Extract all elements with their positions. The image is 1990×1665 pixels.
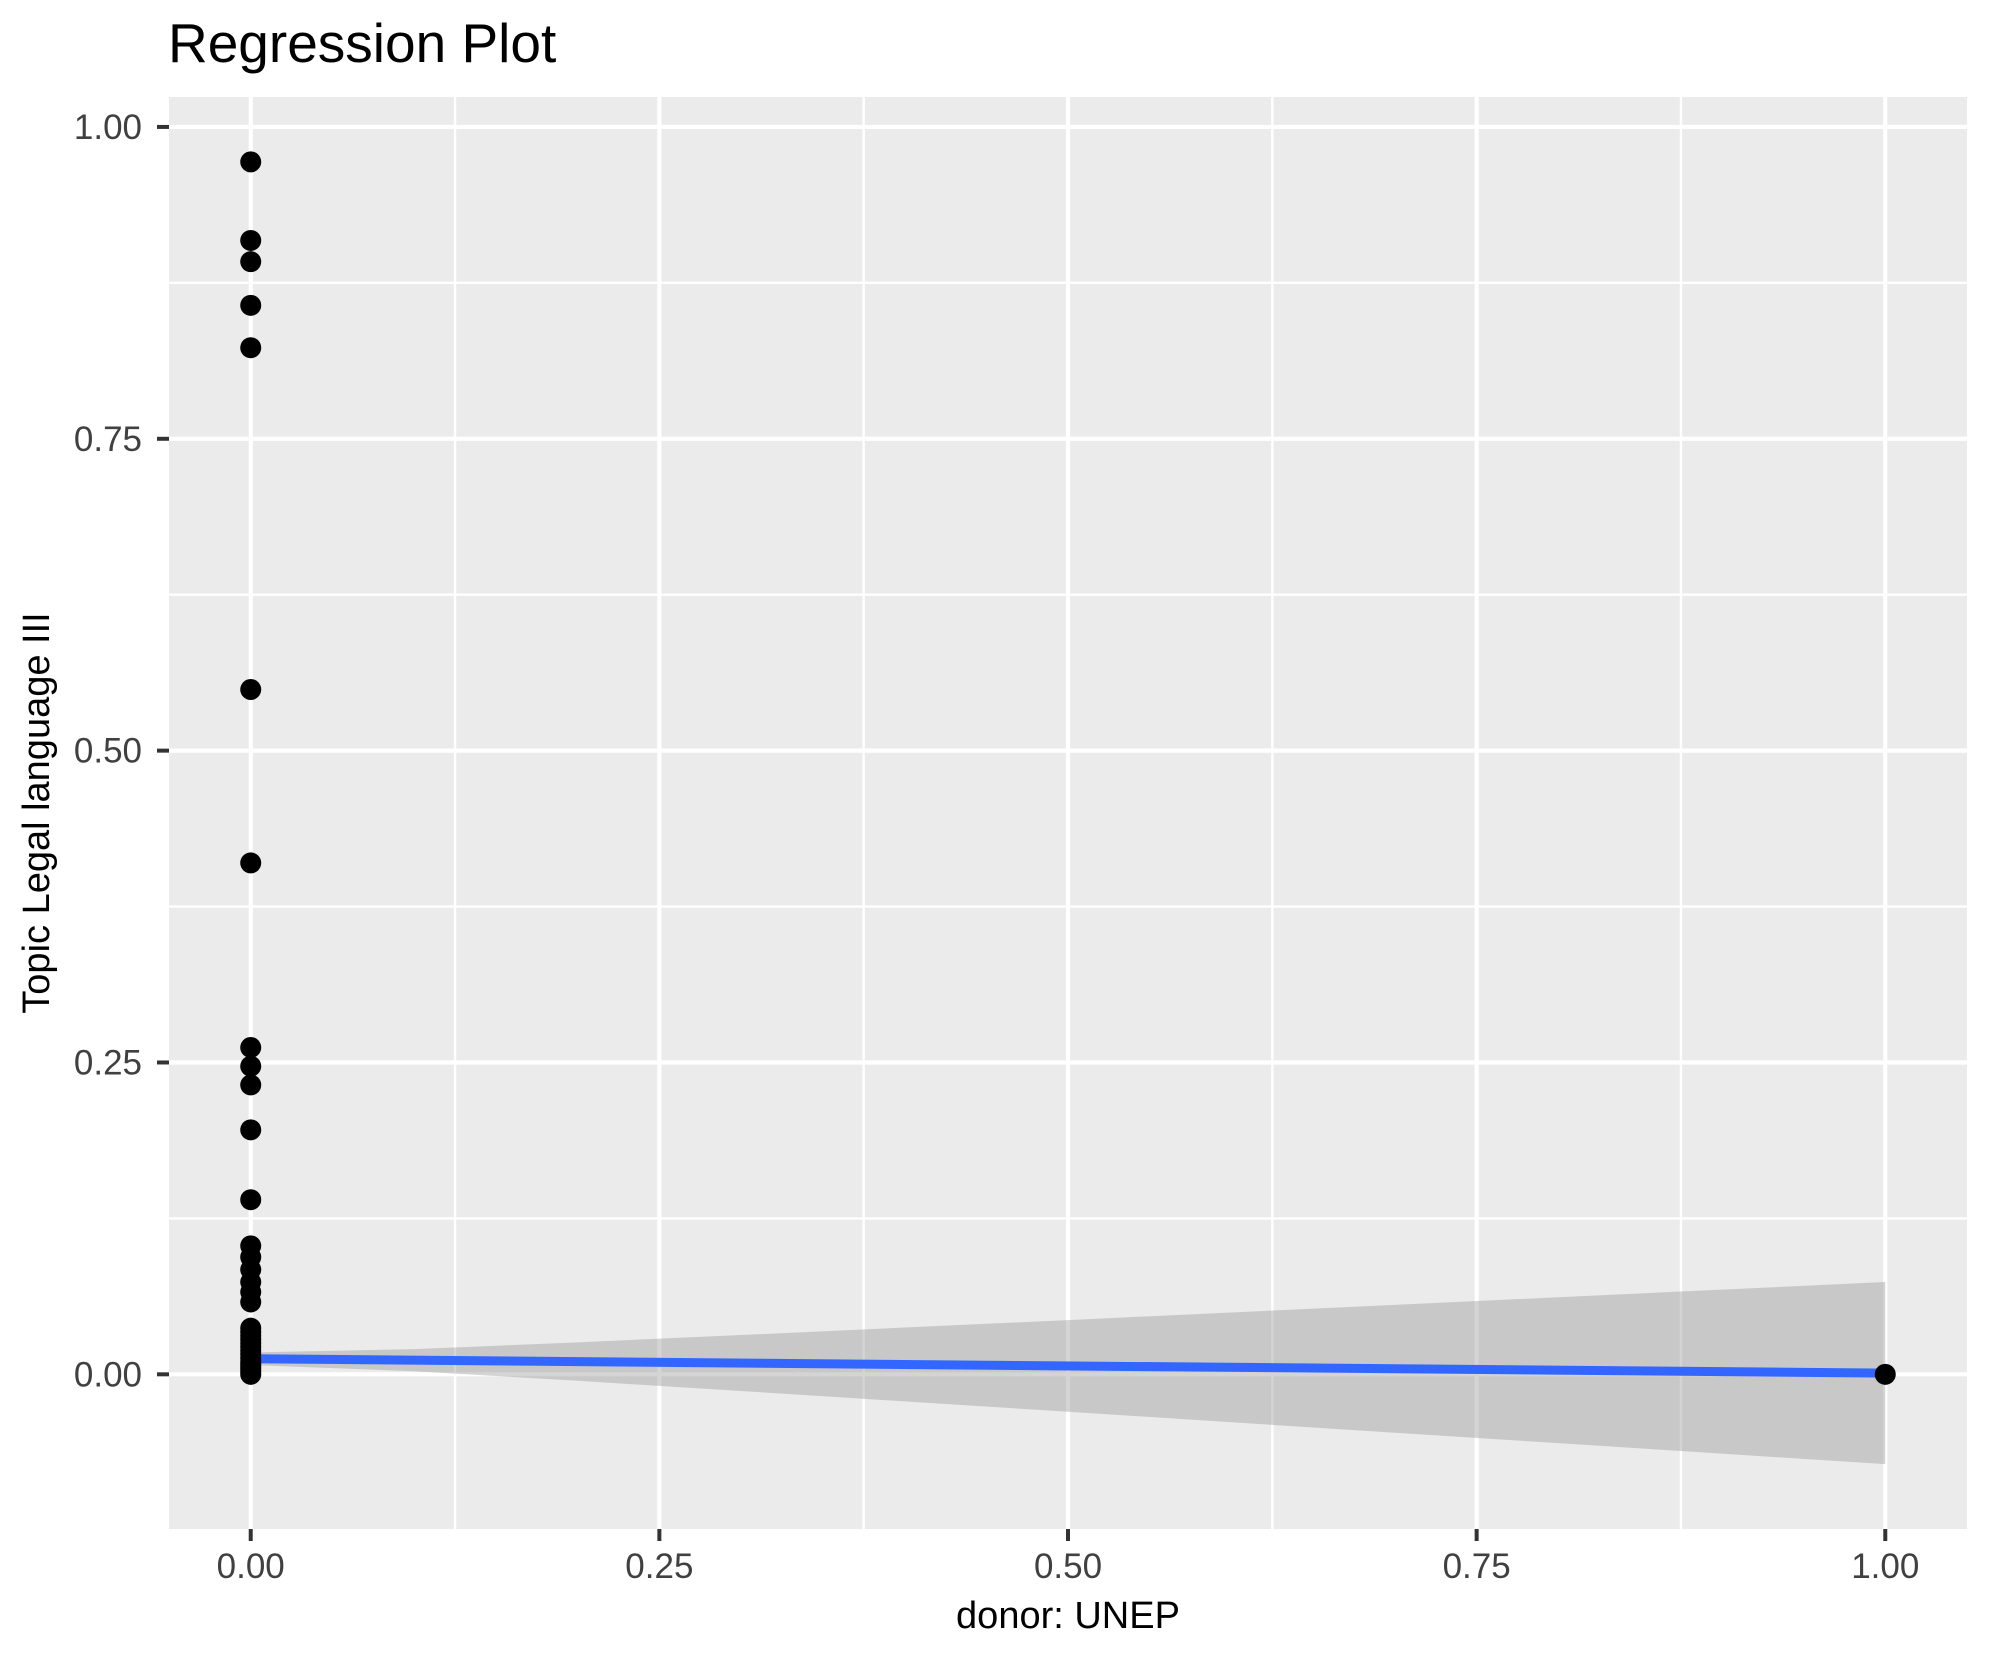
axis-tick-labels: 0.00 0.25 0.50 0.75 1.00 0.00 0.25 0.50 0.75 1.00	[74, 108, 1919, 1586]
x-tick-label: 1.00	[1851, 1547, 1919, 1586]
plot-title: Regression Plot	[168, 12, 556, 74]
y-tick-label: 1.00	[74, 108, 142, 147]
data-point	[240, 679, 262, 701]
data-point	[240, 337, 262, 359]
regression-line	[250, 1354, 1886, 1378]
data-point	[240, 1189, 262, 1211]
axis-tick-marks	[157, 124, 1888, 1541]
regression-line-segment	[250, 1354, 1886, 1378]
major-gridlines	[169, 97, 1967, 1529]
data-point	[240, 1037, 262, 1059]
ci-ribbon-area	[250, 1282, 1886, 1465]
data-point	[240, 1055, 262, 1077]
data-point	[240, 229, 262, 251]
x-tick-label: 0.50	[1034, 1547, 1102, 1586]
y-tick-label: 0.50	[74, 732, 142, 771]
data-point	[1874, 1363, 1896, 1385]
data-point	[240, 1074, 262, 1096]
x-tick-label: 0.75	[1443, 1547, 1511, 1586]
data-point	[240, 1119, 262, 1141]
confidence-ribbon	[250, 1282, 1886, 1465]
y-tick-label: 0.75	[74, 420, 142, 459]
data-point	[240, 294, 262, 316]
data-point	[240, 151, 262, 173]
data-point	[240, 1363, 262, 1385]
data-point	[240, 852, 262, 874]
y-axis-title: Topic Legal language III	[16, 612, 58, 1013]
x-axis-title: donor: UNEP	[956, 1595, 1180, 1637]
scatter-points	[240, 151, 1896, 1385]
data-point	[240, 251, 262, 273]
x-tick-label: 0.25	[625, 1547, 693, 1586]
y-tick-label: 0.00	[74, 1355, 142, 1394]
x-tick-label: 0.00	[217, 1547, 285, 1586]
y-tick-label: 0.25	[74, 1043, 142, 1082]
data-point	[240, 1291, 262, 1313]
